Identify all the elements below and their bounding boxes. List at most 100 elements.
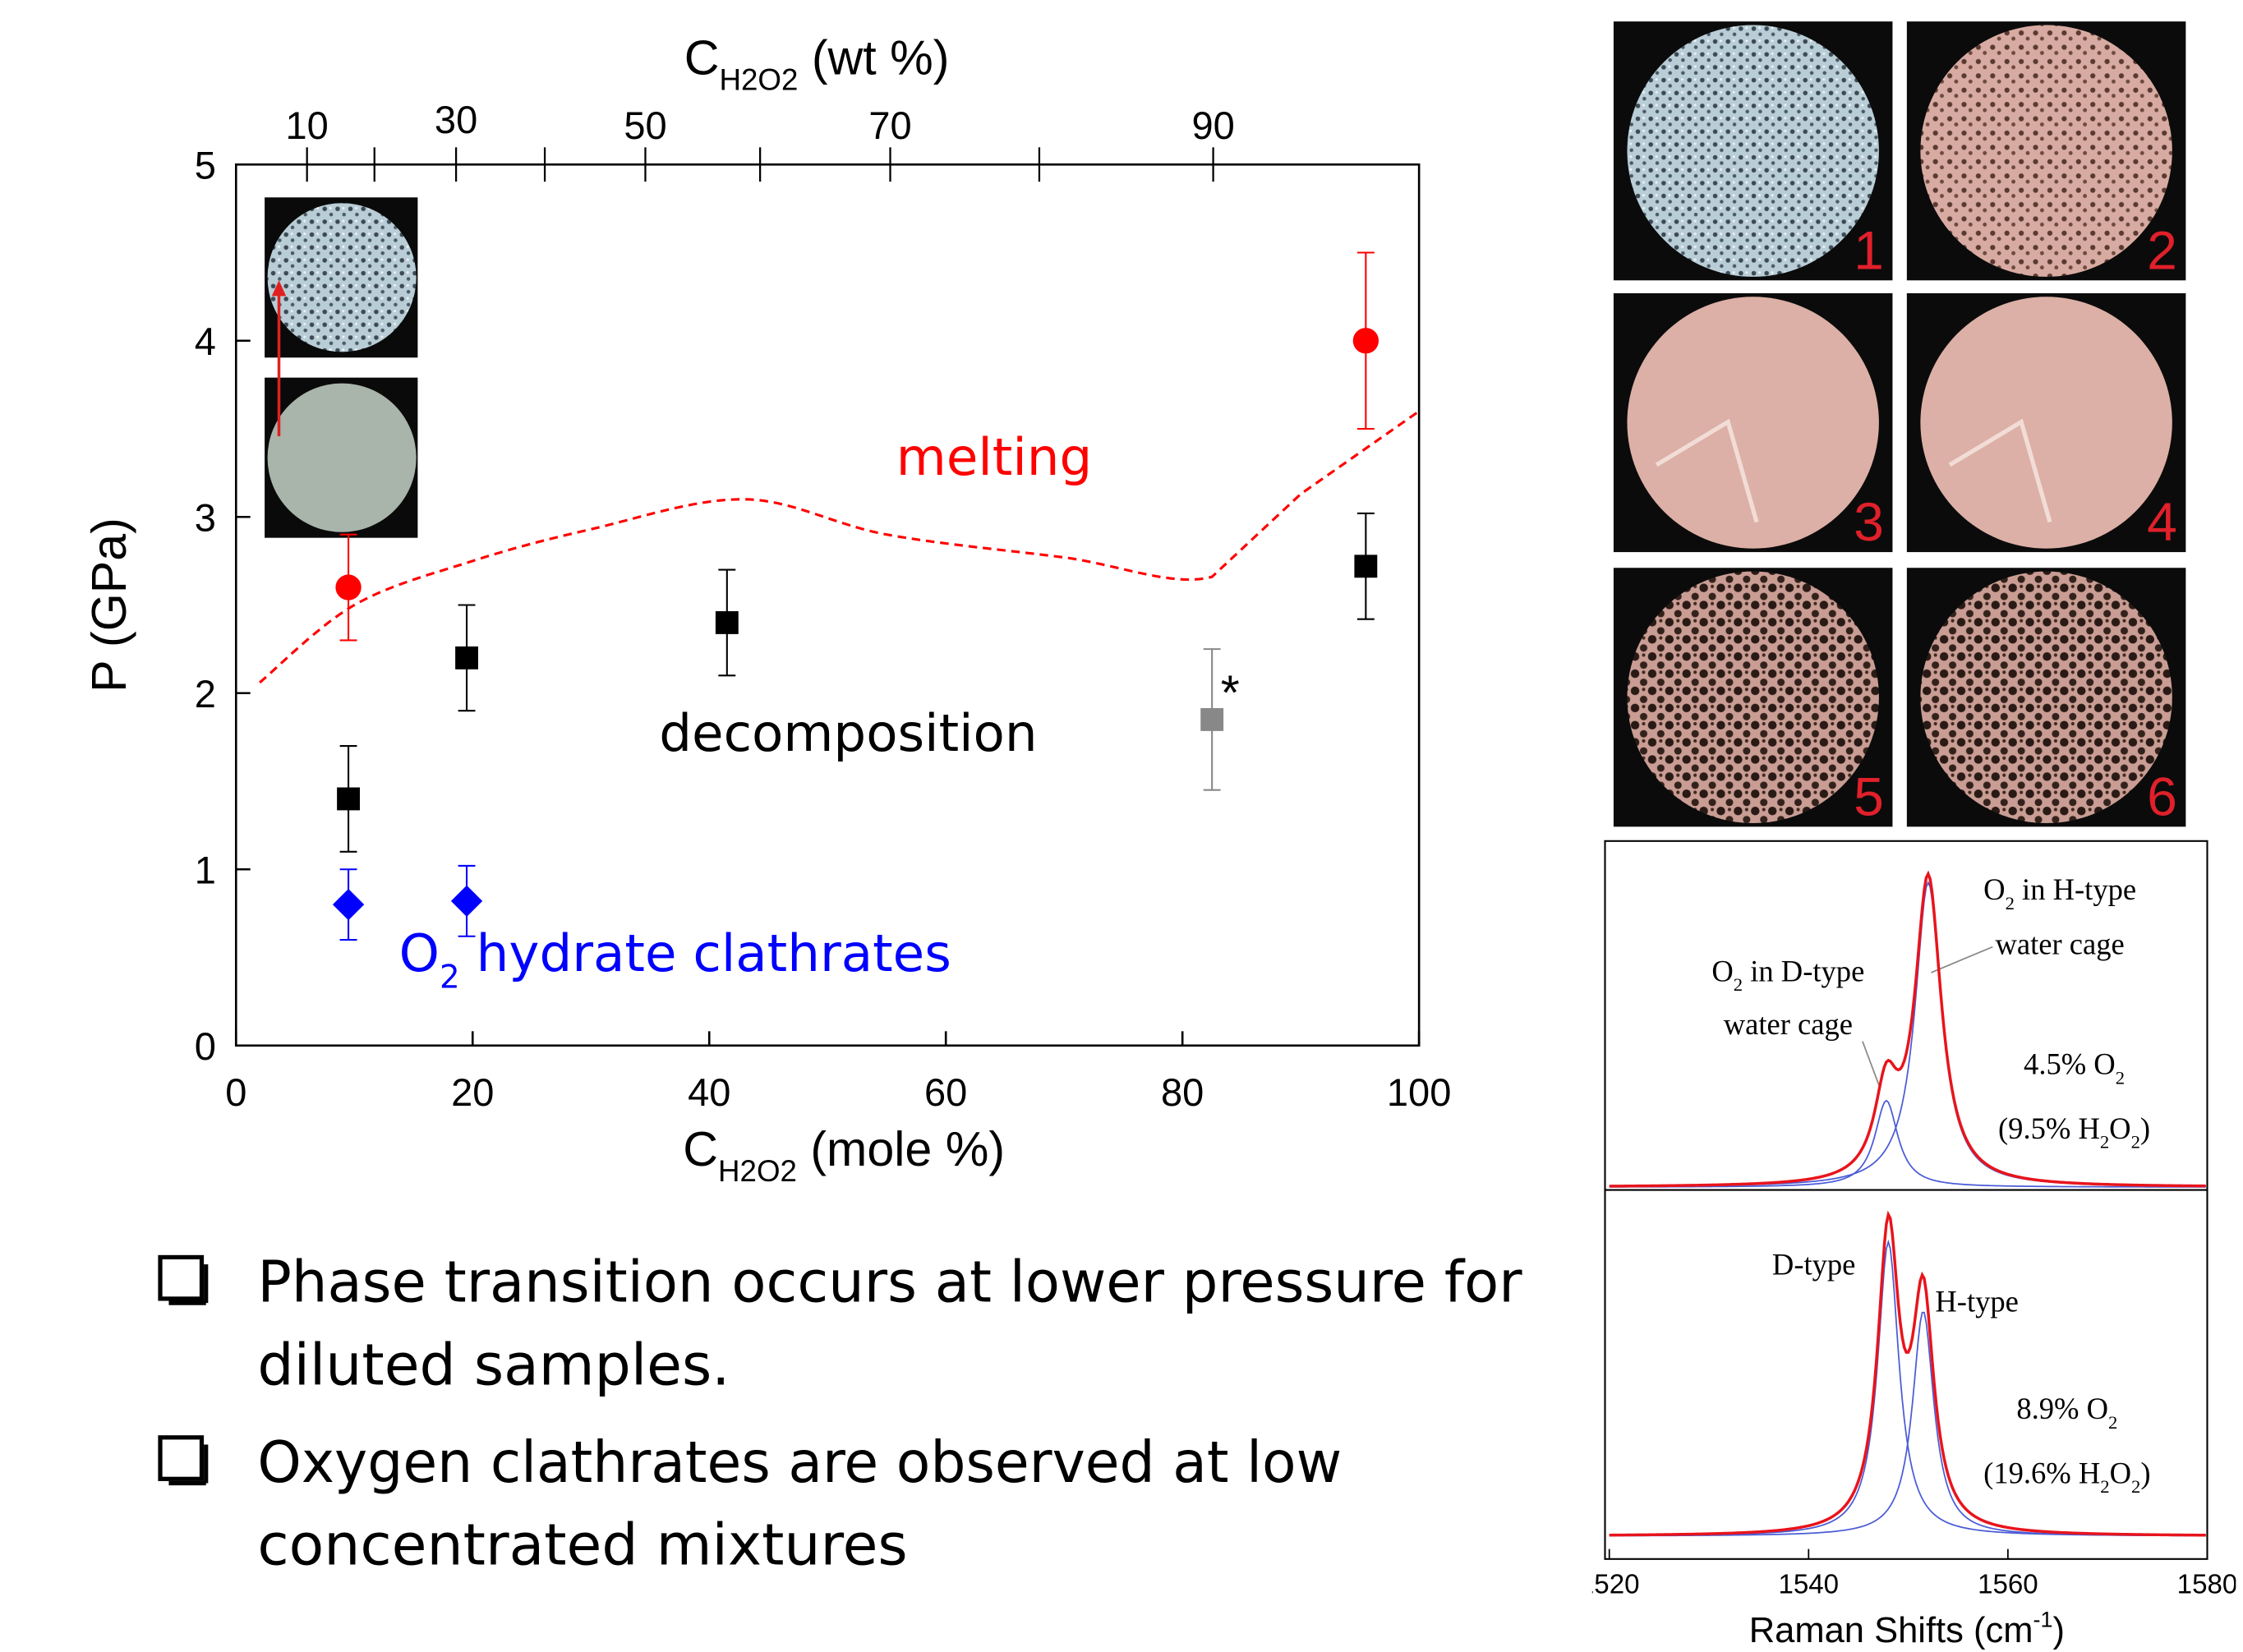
text-part: water cage: [1996, 927, 2125, 960]
text-part: 2: [2100, 1476, 2109, 1497]
bullet-box: [158, 1254, 205, 1301]
text-part: D-type: [1772, 1247, 1856, 1281]
text-part: (9.5% H: [1998, 1111, 2100, 1145]
text-part: in D-type: [1743, 954, 1864, 987]
raman-frame: [1604, 840, 2208, 1560]
point: [332, 889, 365, 921]
spectrum-annotation: 4.5% O2: [2024, 1047, 2125, 1088]
point: [450, 885, 483, 918]
photo-label: 2: [2147, 220, 2177, 281]
raman-chart: 1520 1540 1560 1580: [1579, 840, 2238, 1600]
text-part: O: [2110, 1456, 2131, 1490]
text-part: 2: [2116, 1067, 2125, 1088]
text-part: melting: [896, 427, 1092, 487]
y-tick-label: 2: [195, 672, 216, 716]
inset-sample: [267, 203, 417, 352]
text-part: H-type: [1935, 1285, 2019, 1318]
text-part: C: [683, 1121, 718, 1176]
x2-tick-label: 70: [868, 104, 911, 147]
point: [1354, 555, 1378, 578]
x-tick-label: 80: [1161, 1070, 1204, 1114]
annotation: melting: [896, 427, 1092, 487]
x-tick-label: 60: [924, 1070, 967, 1114]
point: [337, 787, 360, 811]
text-part: -1: [2033, 1607, 2053, 1631]
text-part: *: [1221, 665, 1240, 720]
spectrum-annotation: O2 in D-type: [1711, 954, 1864, 995]
photo-sample: [1920, 571, 2172, 824]
photo-label: 6: [2147, 766, 2177, 827]
y-tick-label: 4: [195, 320, 216, 363]
annotation: *: [1221, 665, 1240, 720]
component-curve: [1609, 1239, 2206, 1537]
text-part: 2: [2100, 1132, 2109, 1153]
text-part: decomposition: [659, 703, 1037, 763]
plot-frame: [234, 163, 1421, 1047]
x2-tick-label: 50: [624, 104, 666, 147]
photo-label: 4: [2147, 492, 2177, 553]
bullet-text: diluted samples.: [257, 1332, 730, 1398]
y-tick-label: 0: [195, 1024, 216, 1068]
text-part: O: [1711, 954, 1733, 987]
spectrum-annotation: H-type: [1935, 1285, 2019, 1318]
x-tick-label: 0: [225, 1070, 246, 1114]
spectrum-annotation: D-type: [1772, 1247, 1856, 1281]
spectrum-annotation: water cage: [1996, 927, 2125, 960]
text-part: H2O2: [718, 1154, 797, 1188]
text-part: ): [2140, 1456, 2150, 1490]
inset-sample: [267, 383, 417, 532]
text-part: O: [2109, 1111, 2130, 1145]
text-part: water cage: [1724, 1007, 1853, 1041]
spectrum-annotation: 8.9% O2: [2016, 1392, 2117, 1433]
component-curve: [1609, 1099, 2206, 1188]
text-part: hydrate clathrates: [460, 923, 951, 983]
point: [715, 611, 739, 634]
photo-sample: [1920, 297, 2172, 549]
photo-sample: [1627, 297, 1879, 549]
spectrum-annotation: O2 in H-type: [1983, 872, 2136, 913]
x-tick-label: 1520: [1579, 1570, 1640, 1600]
point: [335, 574, 362, 601]
photo-label: 5: [1854, 766, 1884, 827]
x2-tick-label: 10: [286, 104, 329, 147]
bullet-text: Phase transition occurs at lower pressur…: [257, 1249, 1522, 1315]
spectrum-annotation: (9.5% H2O2): [1998, 1111, 2150, 1153]
text-part: (wt %): [798, 30, 949, 85]
x-axis-title: CH2O2 (mole %): [683, 1121, 1005, 1188]
leader-line: [1862, 1041, 1881, 1088]
fit-curve: [1609, 870, 2206, 1188]
photo-crack: [1655, 418, 1759, 523]
spectrum-annotation: (19.6% H2O2): [1983, 1456, 2150, 1498]
text-part: H2O2: [720, 63, 799, 97]
text-part: C: [684, 30, 720, 85]
x2-axis-title: CH2O2 (wt %): [684, 30, 950, 97]
x2-tick-label: 30: [435, 98, 477, 141]
fit-curve: [1609, 1210, 2206, 1537]
text-part: ): [2140, 1111, 2150, 1145]
leader-line: [1931, 946, 1993, 973]
text-part: (mole %): [797, 1121, 1005, 1176]
text-part: in H-type: [2015, 872, 2136, 906]
inset-photos: [265, 197, 418, 538]
x-tick-label: 1580: [2177, 1570, 2238, 1600]
text-part: ): [2052, 1611, 2065, 1650]
photo-grid: 1 2 3 4 5 6: [1613, 21, 2186, 827]
bullet-glyphs: [158, 1254, 209, 1486]
text-part: 2: [440, 959, 460, 996]
text-part: 2: [2131, 1132, 2140, 1153]
photo-sample: [1627, 571, 1879, 824]
point: [1200, 708, 1224, 731]
photo-sample: [1627, 25, 1879, 277]
text-part: O: [1983, 872, 2005, 906]
text-part: Raman Shifts (cm: [1749, 1611, 2033, 1650]
photo-crack: [1948, 418, 2052, 523]
spectrum-annotation: water cage: [1724, 1007, 1853, 1041]
x-tick-label: 100: [1387, 1070, 1451, 1114]
text-part: 2: [2108, 1412, 2117, 1433]
y-tick-label: 5: [195, 144, 216, 187]
photo-label: 1: [1854, 220, 1884, 281]
y-tick-label: 1: [195, 849, 216, 892]
y-tick-label: 3: [195, 496, 216, 540]
point: [1352, 328, 1379, 354]
